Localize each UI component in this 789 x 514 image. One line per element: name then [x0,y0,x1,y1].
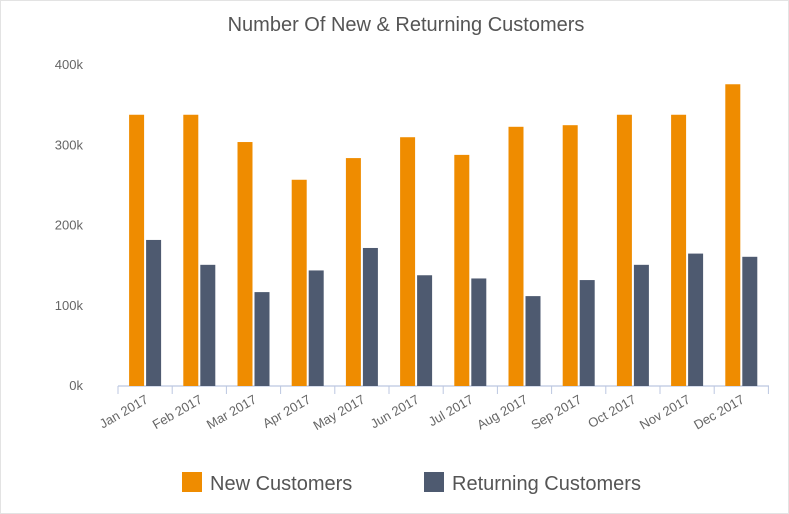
x-tick-label: Oct 2017 [585,392,638,431]
bar-new-customers [345,158,361,386]
y-tick-label: 100k [55,298,84,313]
legend-swatch [424,472,444,492]
x-tick-label: Mar 2017 [204,392,259,432]
bar-new-customers [183,114,199,386]
legend-label: New Customers [210,473,352,495]
legend-swatch [182,472,202,492]
bar-returning-customers [417,275,433,386]
bar-new-customers [562,125,578,386]
bar-new-customers [454,154,470,386]
bar-new-customers [671,114,687,386]
bar-returning-customers [525,296,541,386]
x-tick-label: Sep 2017 [528,392,584,433]
bar-returning-customers [742,256,758,386]
bar-new-customers [616,114,632,386]
bars [129,84,758,386]
x-tick-label: May 2017 [310,392,367,434]
x-tick-label: Nov 2017 [637,392,693,433]
bar-returning-customers [200,264,216,386]
legend: New Customers Returning Customers [182,472,641,495]
y-axis: 0k 100k 200k 300k 400k [55,57,84,393]
x-tick-label: Jan 2017 [97,392,151,432]
y-tick-label: 200k [55,218,84,233]
bar-new-customers [508,126,524,386]
x-tick-label: Aug 2017 [474,392,530,433]
y-tick-label: 400k [55,57,84,72]
bar-returning-customers [471,278,487,386]
y-tick-label: 0k [69,378,83,393]
bar-new-customers [237,142,253,386]
bar-new-customers [725,84,741,386]
bar-returning-customers [146,239,162,386]
bar-returning-customers [254,292,270,386]
x-tick-label: Apr 2017 [260,392,313,431]
bar-returning-customers [308,270,324,386]
x-tick-label: Dec 2017 [691,392,747,433]
x-tick-label: Jul 2017 [426,392,476,430]
y-tick-label: 300k [55,137,84,152]
x-tick-label: Feb 2017 [150,392,205,432]
bar-returning-customers [688,253,704,386]
chart-title: Number Of New & Returning Customers [228,14,585,36]
bar-new-customers [291,179,307,386]
bar-returning-customers [362,247,378,386]
legend-label: Returning Customers [452,473,641,495]
bar-returning-customers [633,264,649,386]
bar-new-customers [129,114,145,386]
x-tick-label: Jun 2017 [368,392,422,432]
bar-returning-customers [579,280,595,386]
bar-new-customers [400,137,416,386]
